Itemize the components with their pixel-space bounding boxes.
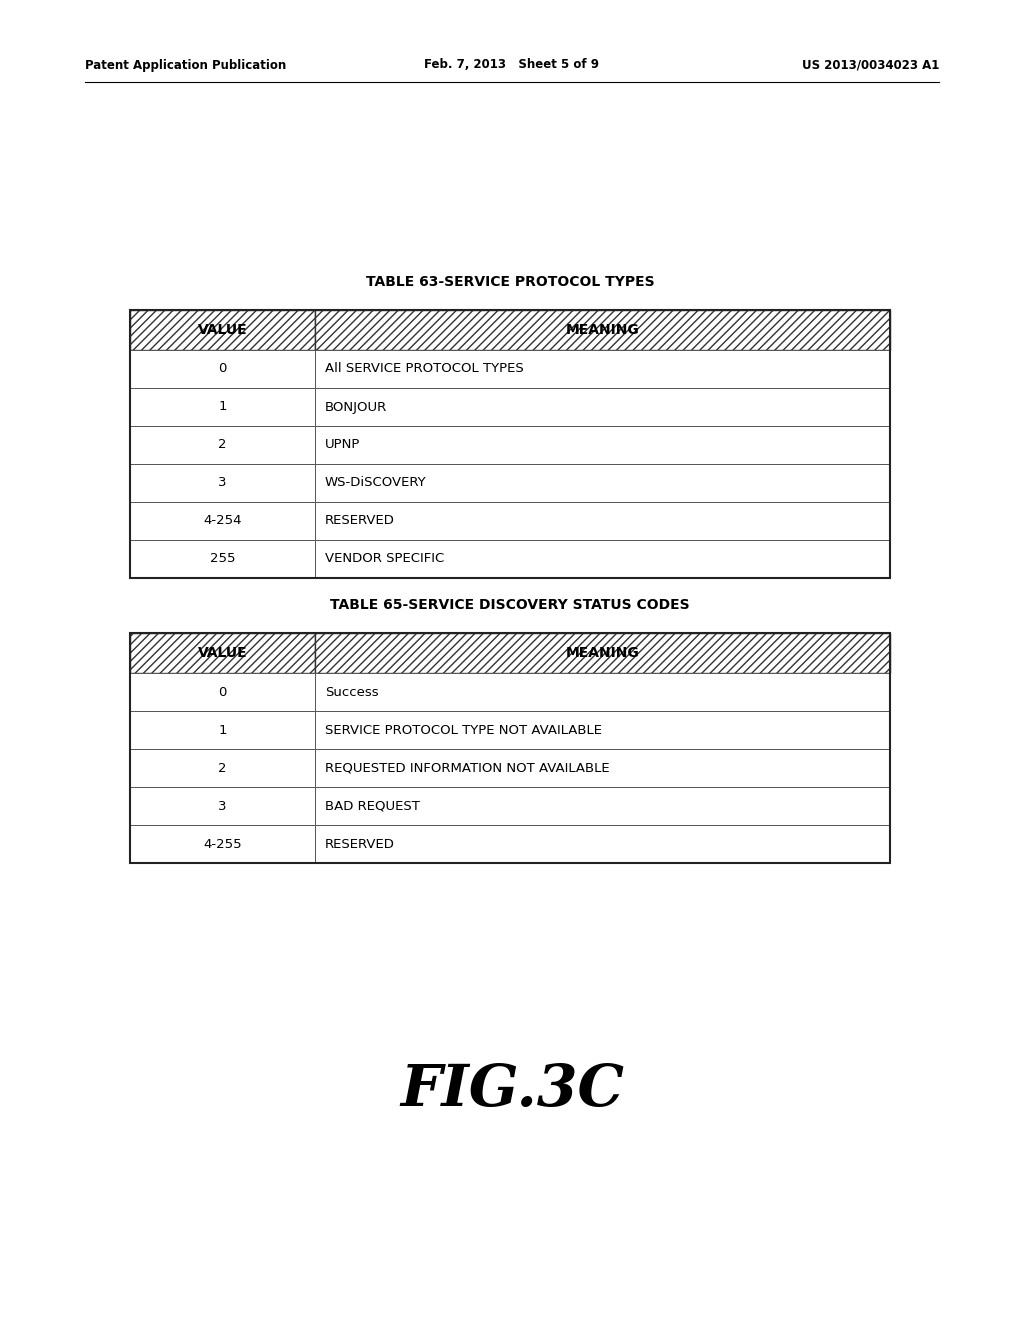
Text: VENDOR SPECIFIC: VENDOR SPECIFIC: [325, 553, 444, 565]
Text: Patent Application Publication: Patent Application Publication: [85, 58, 287, 71]
Bar: [315, 502, 890, 540]
Text: Feb. 7, 2013   Sheet 5 of 9: Feb. 7, 2013 Sheet 5 of 9: [425, 58, 599, 71]
Bar: [315, 310, 890, 350]
Text: 2: 2: [218, 762, 226, 775]
Text: Success: Success: [325, 685, 379, 698]
Bar: [130, 787, 315, 825]
Bar: [315, 388, 890, 426]
Bar: [130, 748, 315, 787]
Bar: [130, 825, 315, 863]
Text: VALUE: VALUE: [198, 645, 248, 660]
Bar: [130, 465, 315, 502]
Text: FIG.3C: FIG.3C: [400, 1061, 624, 1118]
Text: TABLE 63-SERVICE PROTOCOL TYPES: TABLE 63-SERVICE PROTOCOL TYPES: [366, 275, 654, 289]
Text: RESERVED: RESERVED: [325, 515, 395, 528]
Bar: [315, 673, 890, 711]
Bar: [130, 310, 315, 350]
Bar: [315, 634, 890, 673]
Text: BONJOUR: BONJOUR: [325, 400, 387, 413]
Text: 1: 1: [218, 723, 226, 737]
Text: All SERVICE PROTOCOL TYPES: All SERVICE PROTOCOL TYPES: [325, 363, 523, 375]
Bar: [130, 634, 315, 673]
Text: US 2013/0034023 A1: US 2013/0034023 A1: [802, 58, 939, 71]
Text: RESERVED: RESERVED: [325, 837, 395, 850]
Text: 1: 1: [218, 400, 226, 413]
Bar: [315, 465, 890, 502]
Bar: [315, 711, 890, 748]
Bar: [130, 350, 315, 388]
Text: UPNP: UPNP: [325, 438, 360, 451]
Text: WS-DiSCOVERY: WS-DiSCOVERY: [325, 477, 427, 490]
Text: 255: 255: [210, 553, 236, 565]
Bar: [130, 310, 890, 578]
Text: REQUESTED INFORMATION NOT AVAILABLE: REQUESTED INFORMATION NOT AVAILABLE: [325, 762, 609, 775]
Bar: [315, 350, 890, 388]
Text: 3: 3: [218, 477, 226, 490]
Text: 0: 0: [218, 363, 226, 375]
Bar: [130, 426, 315, 465]
Bar: [315, 825, 890, 863]
Bar: [130, 673, 315, 711]
Text: SERVICE PROTOCOL TYPE NOT AVAILABLE: SERVICE PROTOCOL TYPE NOT AVAILABLE: [325, 723, 602, 737]
Bar: [130, 388, 315, 426]
Bar: [315, 787, 890, 825]
Text: 4-254: 4-254: [203, 515, 242, 528]
Text: VALUE: VALUE: [198, 323, 248, 337]
Text: 4-255: 4-255: [203, 837, 242, 850]
Text: 2: 2: [218, 438, 226, 451]
Text: MEANING: MEANING: [565, 645, 639, 660]
Bar: [315, 748, 890, 787]
Bar: [130, 502, 315, 540]
Text: 0: 0: [218, 685, 226, 698]
Text: MEANING: MEANING: [565, 323, 639, 337]
Bar: [130, 634, 890, 863]
Bar: [130, 540, 315, 578]
Bar: [130, 711, 315, 748]
Text: TABLE 65-SERVICE DISCOVERY STATUS CODES: TABLE 65-SERVICE DISCOVERY STATUS CODES: [330, 598, 690, 612]
Text: 3: 3: [218, 800, 226, 813]
Text: BAD REQUEST: BAD REQUEST: [325, 800, 420, 813]
Bar: [315, 540, 890, 578]
Bar: [315, 426, 890, 465]
